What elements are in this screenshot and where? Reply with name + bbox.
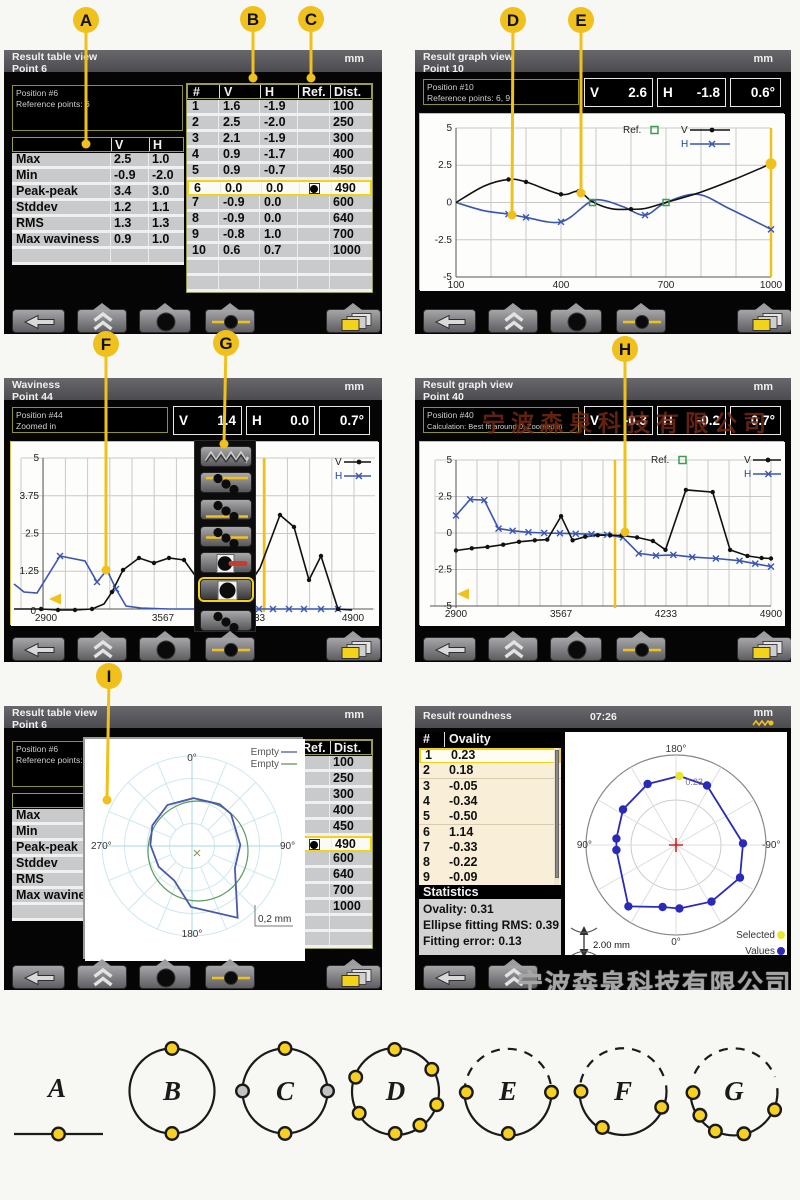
svg-text:E: E <box>575 11 586 30</box>
svg-text:700: 700 <box>658 280 675 291</box>
svg-text:4900: 4900 <box>342 613 365 624</box>
svg-text:4900: 4900 <box>760 609 783 620</box>
svg-text:270°: 270° <box>91 841 112 852</box>
svg-text:90°: 90° <box>577 840 592 851</box>
svg-text:2.00 mm: 2.00 mm <box>593 940 630 951</box>
svg-text:5: 5 <box>446 123 452 134</box>
svg-text:H: H <box>619 340 631 359</box>
svg-text:0: 0 <box>446 528 452 539</box>
svg-text:-2.5: -2.5 <box>435 235 453 246</box>
svg-text:D: D <box>385 1076 406 1106</box>
svg-text:A: A <box>46 1073 66 1103</box>
svg-text:2.5: 2.5 <box>25 529 39 540</box>
svg-text:Ref.: Ref. <box>651 455 669 466</box>
svg-text:A: A <box>80 11 92 30</box>
svg-text:Selected: Selected <box>736 930 775 941</box>
svg-text:5: 5 <box>33 453 39 464</box>
svg-text:V: V <box>681 125 688 136</box>
svg-text:B: B <box>247 10 259 29</box>
svg-text:Ref.: Ref. <box>623 125 641 136</box>
svg-text:H: H <box>744 469 751 480</box>
svg-text:0: 0 <box>30 606 36 617</box>
svg-text:B: B <box>162 1076 181 1106</box>
svg-text:3.75: 3.75 <box>20 491 40 502</box>
svg-text:-5: -5 <box>443 601 452 612</box>
svg-text:180°: 180° <box>666 744 687 755</box>
svg-text:I: I <box>107 667 112 686</box>
svg-text:100: 100 <box>448 280 465 291</box>
svg-text:0°: 0° <box>187 753 197 764</box>
svg-text:4233: 4233 <box>655 609 678 620</box>
svg-text:-2.5: -2.5 <box>435 565 453 576</box>
svg-text:D: D <box>507 11 519 30</box>
svg-text:Empty: Empty <box>251 759 279 770</box>
svg-text:E: E <box>498 1076 517 1106</box>
svg-text:2.5: 2.5 <box>438 160 452 171</box>
svg-text:0: 0 <box>446 198 452 209</box>
svg-text:V: V <box>335 457 342 468</box>
svg-text:5: 5 <box>446 455 452 466</box>
svg-text:C: C <box>305 10 317 29</box>
svg-text:H: H <box>335 471 342 482</box>
svg-text:C: C <box>276 1076 295 1106</box>
svg-text:1.25: 1.25 <box>20 566 40 577</box>
svg-text:3567: 3567 <box>550 609 573 620</box>
svg-text:0,2 mm: 0,2 mm <box>258 914 291 925</box>
svg-text:2.5: 2.5 <box>438 492 452 503</box>
svg-text:-90°: -90° <box>762 840 780 851</box>
svg-text:1000: 1000 <box>760 280 783 291</box>
svg-text:180°: 180° <box>182 929 203 940</box>
svg-text:Values: Values <box>745 946 775 955</box>
svg-text:F: F <box>101 335 111 354</box>
svg-text:0.23: 0.23 <box>685 777 703 787</box>
svg-text:Empty: Empty <box>251 747 279 758</box>
svg-text:0°: 0° <box>671 937 681 948</box>
svg-text:2900: 2900 <box>445 609 468 620</box>
svg-text:90°: 90° <box>280 841 295 852</box>
svg-text:F: F <box>613 1076 632 1106</box>
svg-text:V: V <box>744 455 751 466</box>
svg-text:G: G <box>219 334 232 353</box>
svg-text:3567: 3567 <box>152 613 175 624</box>
svg-text:2900: 2900 <box>35 613 58 624</box>
svg-text:H: H <box>681 139 688 150</box>
svg-text:400: 400 <box>553 280 570 291</box>
svg-text:G: G <box>724 1076 744 1106</box>
svg-text:-5: -5 <box>443 272 452 283</box>
